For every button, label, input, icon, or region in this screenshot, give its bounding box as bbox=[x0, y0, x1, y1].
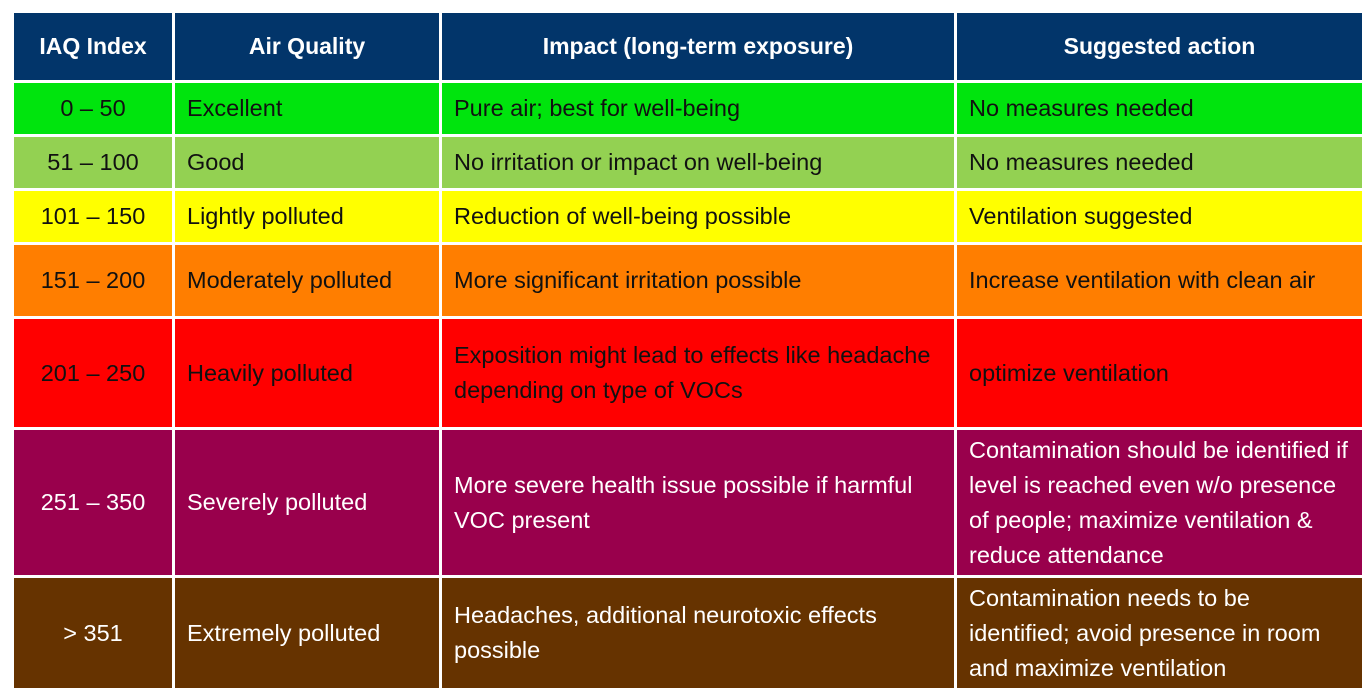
row-1-quality: Excellent bbox=[175, 83, 439, 134]
row-6-index: 251 – 350 bbox=[14, 430, 172, 575]
row-1-impact: Pure air; best for well-being bbox=[442, 83, 954, 134]
row-4-index: 151 – 200 bbox=[14, 245, 172, 316]
row-1-index: 0 – 50 bbox=[14, 83, 172, 134]
header-iaq-index: IAQ Index bbox=[14, 13, 172, 80]
row-3-index: 101 – 150 bbox=[14, 191, 172, 242]
header-impact: Impact (long-term exposure) bbox=[442, 13, 954, 80]
row-7-impact: Headaches, additional neurotoxic effects… bbox=[442, 578, 954, 688]
header-suggested-action: Suggested action bbox=[957, 13, 1362, 80]
row-5-impact: Exposition might lead to effects like he… bbox=[442, 319, 954, 427]
row-5-quality: Heavily polluted bbox=[175, 319, 439, 427]
row-4-impact: More significant irritation possible bbox=[442, 245, 954, 316]
row-3-action: Ventilation suggested bbox=[957, 191, 1362, 242]
row-4-action: Increase ventilation with clean air bbox=[957, 245, 1362, 316]
row-1-action: No measures needed bbox=[957, 83, 1362, 134]
row-5-action: optimize ventilation bbox=[957, 319, 1362, 427]
row-3-quality: Lightly polluted bbox=[175, 191, 439, 242]
row-6-action: Contamination should be identified if le… bbox=[957, 430, 1362, 575]
iaq-table: IAQ Index Air Quality Impact (long-term … bbox=[14, 13, 1362, 688]
row-2-quality: Good bbox=[175, 137, 439, 188]
row-7-action: Contamination needs to be identified; av… bbox=[957, 578, 1362, 688]
row-6-quality: Severely polluted bbox=[175, 430, 439, 575]
row-3-impact: Reduction of well-being possible bbox=[442, 191, 954, 242]
row-2-index: 51 – 100 bbox=[14, 137, 172, 188]
row-4-quality: Moderately polluted bbox=[175, 245, 439, 316]
row-7-quality: Extremely polluted bbox=[175, 578, 439, 688]
row-6-impact: More severe health issue possible if har… bbox=[442, 430, 954, 575]
row-2-action: No measures needed bbox=[957, 137, 1362, 188]
row-5-index: 201 – 250 bbox=[14, 319, 172, 427]
row-2-impact: No irritation or impact on well-being bbox=[442, 137, 954, 188]
row-7-index: > 351 bbox=[14, 578, 172, 688]
header-air-quality: Air Quality bbox=[175, 13, 439, 80]
